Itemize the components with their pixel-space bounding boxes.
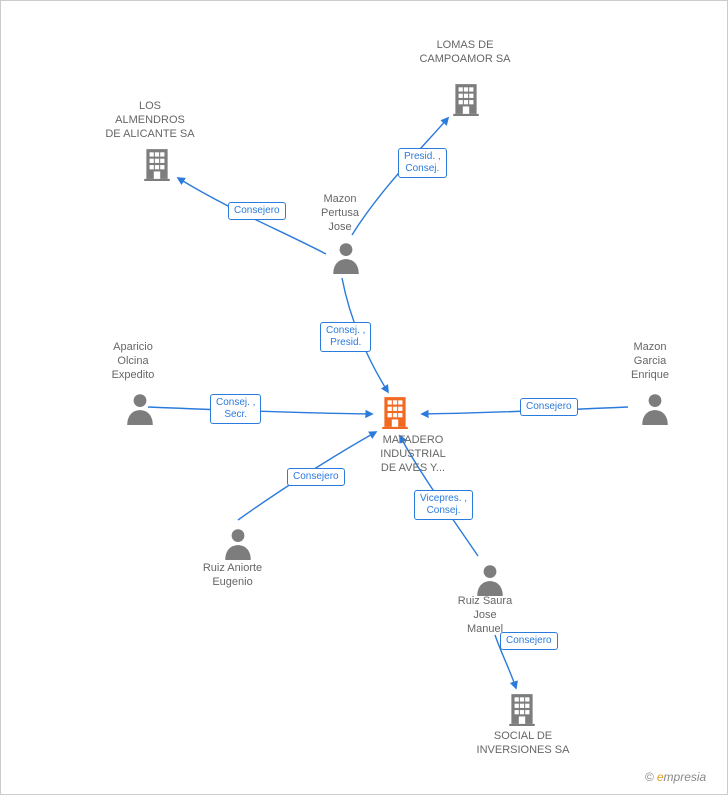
edge-label-mazon_pertusa_to_los_almendros: Consejero [228,202,286,220]
node-label-mazon_garcia: Mazon Garcia Enrique [620,341,680,382]
building-icon [378,395,412,434]
copyright-brand-rest: mpresia [664,770,707,784]
node-label-central: MATADERO INDUSTRIAL DE AVES Y... [373,434,453,475]
edge-label-ruiz_aniorte_to_central: Consejero [287,468,345,486]
node-label-aparicio: Aparicio Olcina Expedito [103,341,163,382]
node-label-lomas: LOMAS DE CAMPOAMOR SA [410,39,520,67]
edge-label-ruiz_saura_to_social: Consejero [500,632,558,650]
node-label-mazon_pertusa: Mazon Pertusa Jose [310,193,370,234]
node-label-social: SOCIAL DE INVERSIONES SA [468,730,578,758]
copyright: ©empresia [645,770,706,784]
edge-label-aparicio_to_central: Consej. , Secr. [210,394,261,424]
building-icon [449,82,483,121]
person-icon [638,391,672,430]
building-icon [505,692,539,731]
person-icon [329,240,363,279]
edge-label-ruiz_saura_to_central: Vicepres. , Consej. [414,490,473,520]
building-icon [140,147,174,186]
copyright-symbol: © [645,770,654,784]
node-label-ruiz_aniorte: Ruiz Aniorte Eugenio [195,562,270,590]
edge-label-mazon_garcia_to_central: Consejero [520,398,578,416]
person-icon [221,526,255,565]
person-icon [123,391,157,430]
edge-label-mazon_pertusa_to_lomas: Presid. , Consej. [398,148,447,178]
node-label-los_almendros: LOS ALMENDROS DE ALICANTE SA [95,100,205,141]
node-label-ruiz_saura: Ruiz Saura Jose Manuel [450,595,520,636]
edge-label-mazon_pertusa_to_central: Consej. , Presid. [320,322,371,352]
copyright-brand-e: e [657,770,664,784]
